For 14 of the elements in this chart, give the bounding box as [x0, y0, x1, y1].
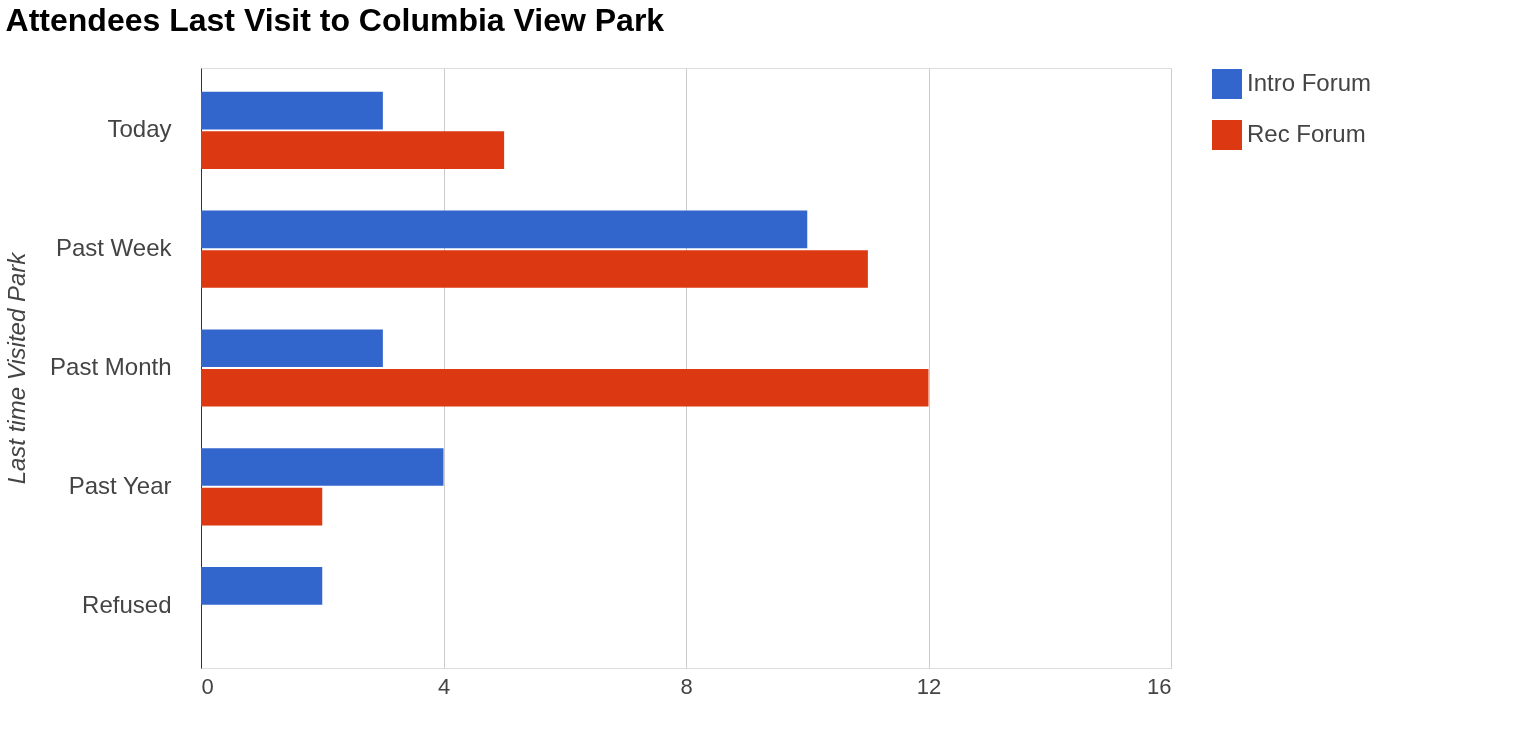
y-tick-label: Past Year [68, 471, 172, 499]
legend-label: Rec Forum [1247, 120, 1366, 147]
x-tick-label: 0 [201, 673, 214, 699]
x-tick-label: 16 [1147, 673, 1172, 699]
y-tick-label: Refused [82, 590, 172, 618]
y-tick-label: Past Month [50, 353, 172, 380]
x-tick-label: 8 [680, 673, 693, 699]
x-tick-label: 4 [437, 673, 451, 699]
y-axis-title: Last time Visited Park [3, 250, 31, 485]
y-tick-label: Past Week [55, 234, 173, 262]
legend-label: Intro Forum [1247, 69, 1372, 96]
chart-title: Attendees Last Visit to Columbia View Park [5, 2, 665, 38]
y-tick-label: Today [107, 115, 172, 143]
x-tick-label: 12 [916, 673, 942, 699]
